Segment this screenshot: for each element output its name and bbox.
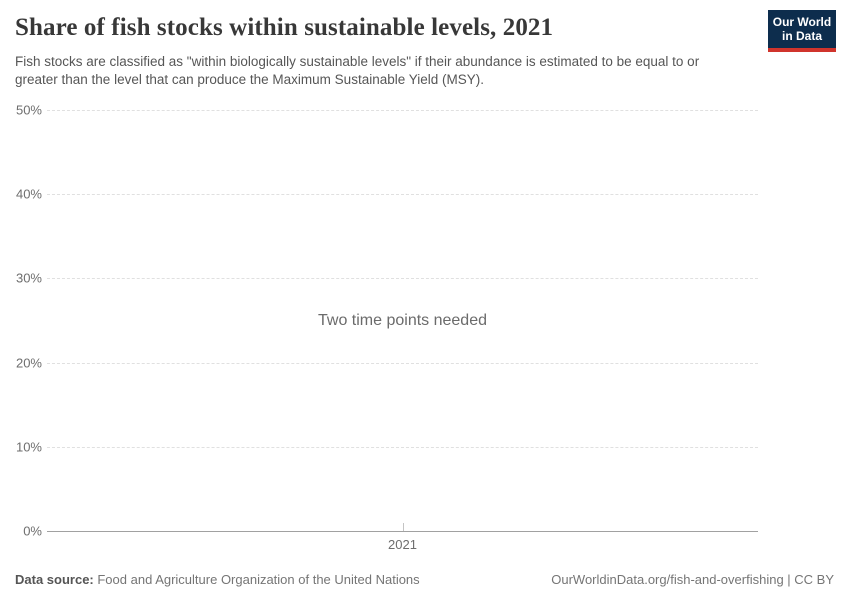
y-tick-label: 10% [15, 439, 42, 455]
data-source: Data source: Food and Agriculture Organi… [15, 572, 420, 587]
x-tick-mark [402, 523, 404, 531]
empty-state-message: Two time points needed [318, 311, 487, 329]
owid-logo-line2: in Data [781, 29, 822, 43]
chart-footer: Data source: Food and Agriculture Organi… [15, 572, 834, 587]
chart-subtitle: Fish stocks are classified as "within bi… [15, 54, 700, 87]
chart-title: Share of fish stocks within sustainable … [15, 14, 554, 41]
y-tick-label: 20% [15, 355, 42, 371]
x-tick-label: 2021 [388, 537, 417, 552]
y-gridline [47, 278, 758, 280]
x-axis-line [47, 531, 758, 532]
attribution-link[interactable]: OurWorldinData.org/fish-and-overfishing … [551, 572, 834, 587]
y-gridline [47, 194, 758, 196]
y-tick-label: 50% [15, 102, 42, 118]
y-tick-label: 30% [15, 270, 42, 286]
owid-logo[interactable]: Our World in Data [768, 10, 836, 52]
y-tick-label: 40% [15, 186, 42, 202]
owid-logo-line1: Our World [772, 15, 832, 29]
y-tick-label: 0% [23, 523, 42, 539]
y-gridline [47, 446, 758, 448]
plot-area: Two time points needed 0% 10% 20% 30% 40% 50%… [16, 103, 758, 552]
data-source-label: Data source: [15, 572, 94, 587]
y-gridline [47, 362, 758, 364]
data-source-text: Food and Agriculture Organization of the… [93, 572, 420, 587]
y-gridline [47, 110, 758, 111]
